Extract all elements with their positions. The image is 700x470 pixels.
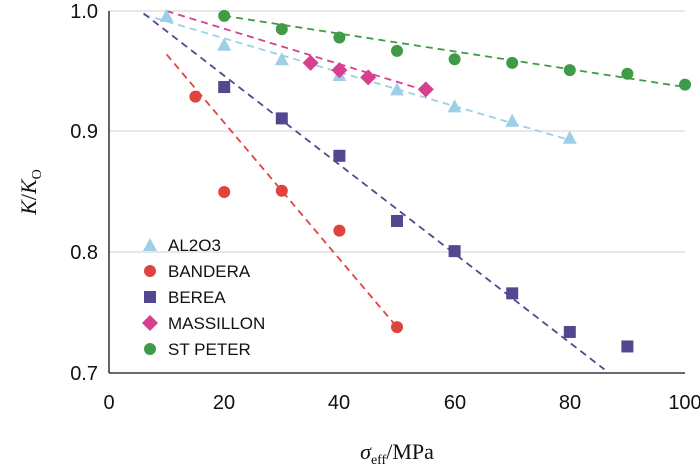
data-point-bandera xyxy=(391,321,403,334)
legend-label-massillon: MASSILLON xyxy=(168,314,265,333)
x-axis-subscript: eff xyxy=(371,453,387,468)
x-tick-label: 0 xyxy=(103,392,114,414)
legend-marker-bandera xyxy=(144,265,156,277)
data-point-al2o3 xyxy=(562,130,577,144)
data-point-berea xyxy=(218,81,231,94)
axes xyxy=(108,11,685,374)
legend-label-bandera: BANDERA xyxy=(168,262,251,281)
grid-lines xyxy=(109,10,685,253)
data-point-massillon xyxy=(302,54,319,71)
data-point-massillon xyxy=(331,62,348,79)
data-point-berea xyxy=(563,325,576,338)
data-point-berea xyxy=(391,214,403,227)
data-point-berea xyxy=(448,245,461,258)
y-axis-k: K xyxy=(16,199,41,216)
plot-area xyxy=(143,8,691,371)
data-point-al2o3 xyxy=(505,113,520,127)
x-tick-label: 60 xyxy=(444,392,466,414)
data-point-berea xyxy=(621,340,634,353)
x-axis-symbol: σ xyxy=(360,439,372,464)
data-point-massillon xyxy=(417,81,434,98)
data-point-st-peter xyxy=(679,78,691,91)
legend: AL2O3 BANDERA BEREA MASSILLON ST PETER xyxy=(142,236,265,359)
data-point-al2o3 xyxy=(217,37,232,51)
data-point-al2o3 xyxy=(447,99,462,113)
legend-label-st-peter: ST PETER xyxy=(168,340,251,359)
data-point-st-peter xyxy=(333,31,346,44)
data-point-massillon xyxy=(360,69,377,86)
x-axis-title: σeff/MPa xyxy=(360,439,434,468)
data-point-st-peter xyxy=(391,44,403,57)
trendline-massillon xyxy=(166,10,427,92)
legend-marker-st-peter xyxy=(144,343,156,355)
legend-marker-berea xyxy=(144,291,156,303)
x-tick-label: 40 xyxy=(328,392,350,414)
data-point-st-peter xyxy=(448,53,461,66)
data-point-bandera xyxy=(275,184,288,197)
data-point-berea xyxy=(275,112,288,125)
data-point-st-peter xyxy=(506,56,519,69)
y-tick-label: 0.8 xyxy=(70,242,98,264)
y-tick-label: 1.0 xyxy=(70,1,98,23)
trendline-berea xyxy=(143,12,605,371)
data-point-bandera xyxy=(218,186,231,198)
data-point-bandera xyxy=(189,90,202,103)
y-ticks: 0.7 0.8 0.9 1.0 xyxy=(70,1,98,385)
legend-label-al2o3: AL2O3 xyxy=(168,236,221,255)
y-axis-slash: / xyxy=(16,193,41,200)
trendline-al2o3 xyxy=(143,13,571,141)
data-point-st-peter xyxy=(621,67,634,80)
data-point-berea xyxy=(506,287,519,300)
y-tick-label: 0.7 xyxy=(70,363,98,385)
y-tick-label: 0.9 xyxy=(70,121,98,143)
trendline-st-peter xyxy=(224,14,686,88)
data-point-st-peter xyxy=(218,9,231,22)
data-point-bandera xyxy=(333,224,346,237)
data-point-al2o3 xyxy=(159,8,174,22)
data-point-al2o3 xyxy=(274,52,289,66)
y-axis-subscript: O xyxy=(30,169,45,179)
legend-label-berea: BEREA xyxy=(168,288,226,307)
data-point-berea xyxy=(333,149,346,162)
x-tick-label: 80 xyxy=(559,392,581,414)
y-axis-k0: K xyxy=(16,178,41,195)
legend-marker-al2o3 xyxy=(143,238,157,251)
x-axis-unit: /MPa xyxy=(386,439,434,464)
data-point-st-peter xyxy=(563,64,576,77)
x-tick-label: 20 xyxy=(213,392,235,414)
data-point-st-peter xyxy=(275,23,288,36)
x-ticks: 0 20 40 60 80 100 xyxy=(103,392,700,414)
data-point-al2o3 xyxy=(390,82,404,96)
x-tick-label: 100 xyxy=(668,392,700,414)
legend-marker-massillon xyxy=(142,315,158,331)
y-axis-title: K/KO xyxy=(16,169,45,216)
